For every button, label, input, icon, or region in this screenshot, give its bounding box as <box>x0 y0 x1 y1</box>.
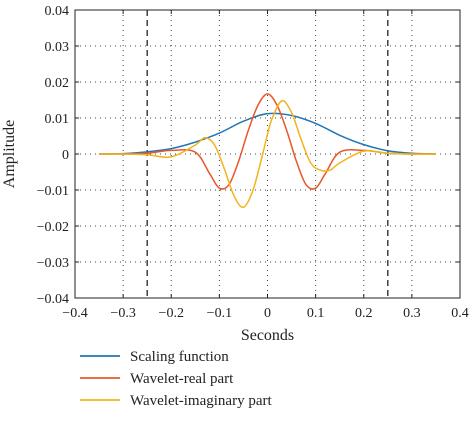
x-tick-label: −0.2 <box>159 306 184 321</box>
y-tick-label: 0.01 <box>45 112 70 127</box>
x-tick-label: −0.3 <box>110 306 135 321</box>
series-layer <box>99 93 436 209</box>
x-tick-label: 0.4 <box>451 306 469 321</box>
legend: Scaling function Wavelet-real part Wavelet… <box>80 349 272 409</box>
x-tick-label: 0 <box>264 306 271 321</box>
y-tick-label: 0.03 <box>45 40 70 55</box>
legend-label-wavelet-real-part: Wavelet-real part <box>130 371 234 387</box>
x-axis-label: Seconds <box>241 327 294 344</box>
x-tick-label: 0.2 <box>355 306 373 321</box>
y-tick-label: 0 <box>62 148 69 163</box>
x-tick-label: −0.1 <box>207 306 232 321</box>
legend-label-scaling-function: Scaling function <box>130 349 229 365</box>
series-line-wavelet-imaginary-part <box>99 99 436 209</box>
y-tick-label: 0.04 <box>45 4 70 19</box>
tick-layer: −0.4 −0.3 −0.2 −0.1 0 0.1 0.2 0.3 0.4 −0.04 −0.03 −… <box>37 4 469 321</box>
series-line-wavelet-real-part <box>99 93 436 190</box>
x-tick-label: 0.1 <box>307 306 325 321</box>
y-tick-label: −0.01 <box>37 184 69 199</box>
series-line-scaling-function <box>99 112 436 155</box>
x-tick-label: 0.3 <box>403 306 421 321</box>
legend-label-wavelet-imaginary-part: Wavelet-imaginary part <box>130 393 272 409</box>
x-tick-label: −0.4 <box>62 306 87 321</box>
y-tick-label: −0.04 <box>37 292 69 307</box>
marker-lines <box>146 10 389 298</box>
y-tick-label: −0.02 <box>37 220 69 235</box>
y-tick-label: 0.02 <box>45 76 70 91</box>
grid-layer <box>75 10 460 298</box>
y-axis-label: Amplitude <box>1 120 18 188</box>
y-tick-label: −0.03 <box>37 256 69 271</box>
